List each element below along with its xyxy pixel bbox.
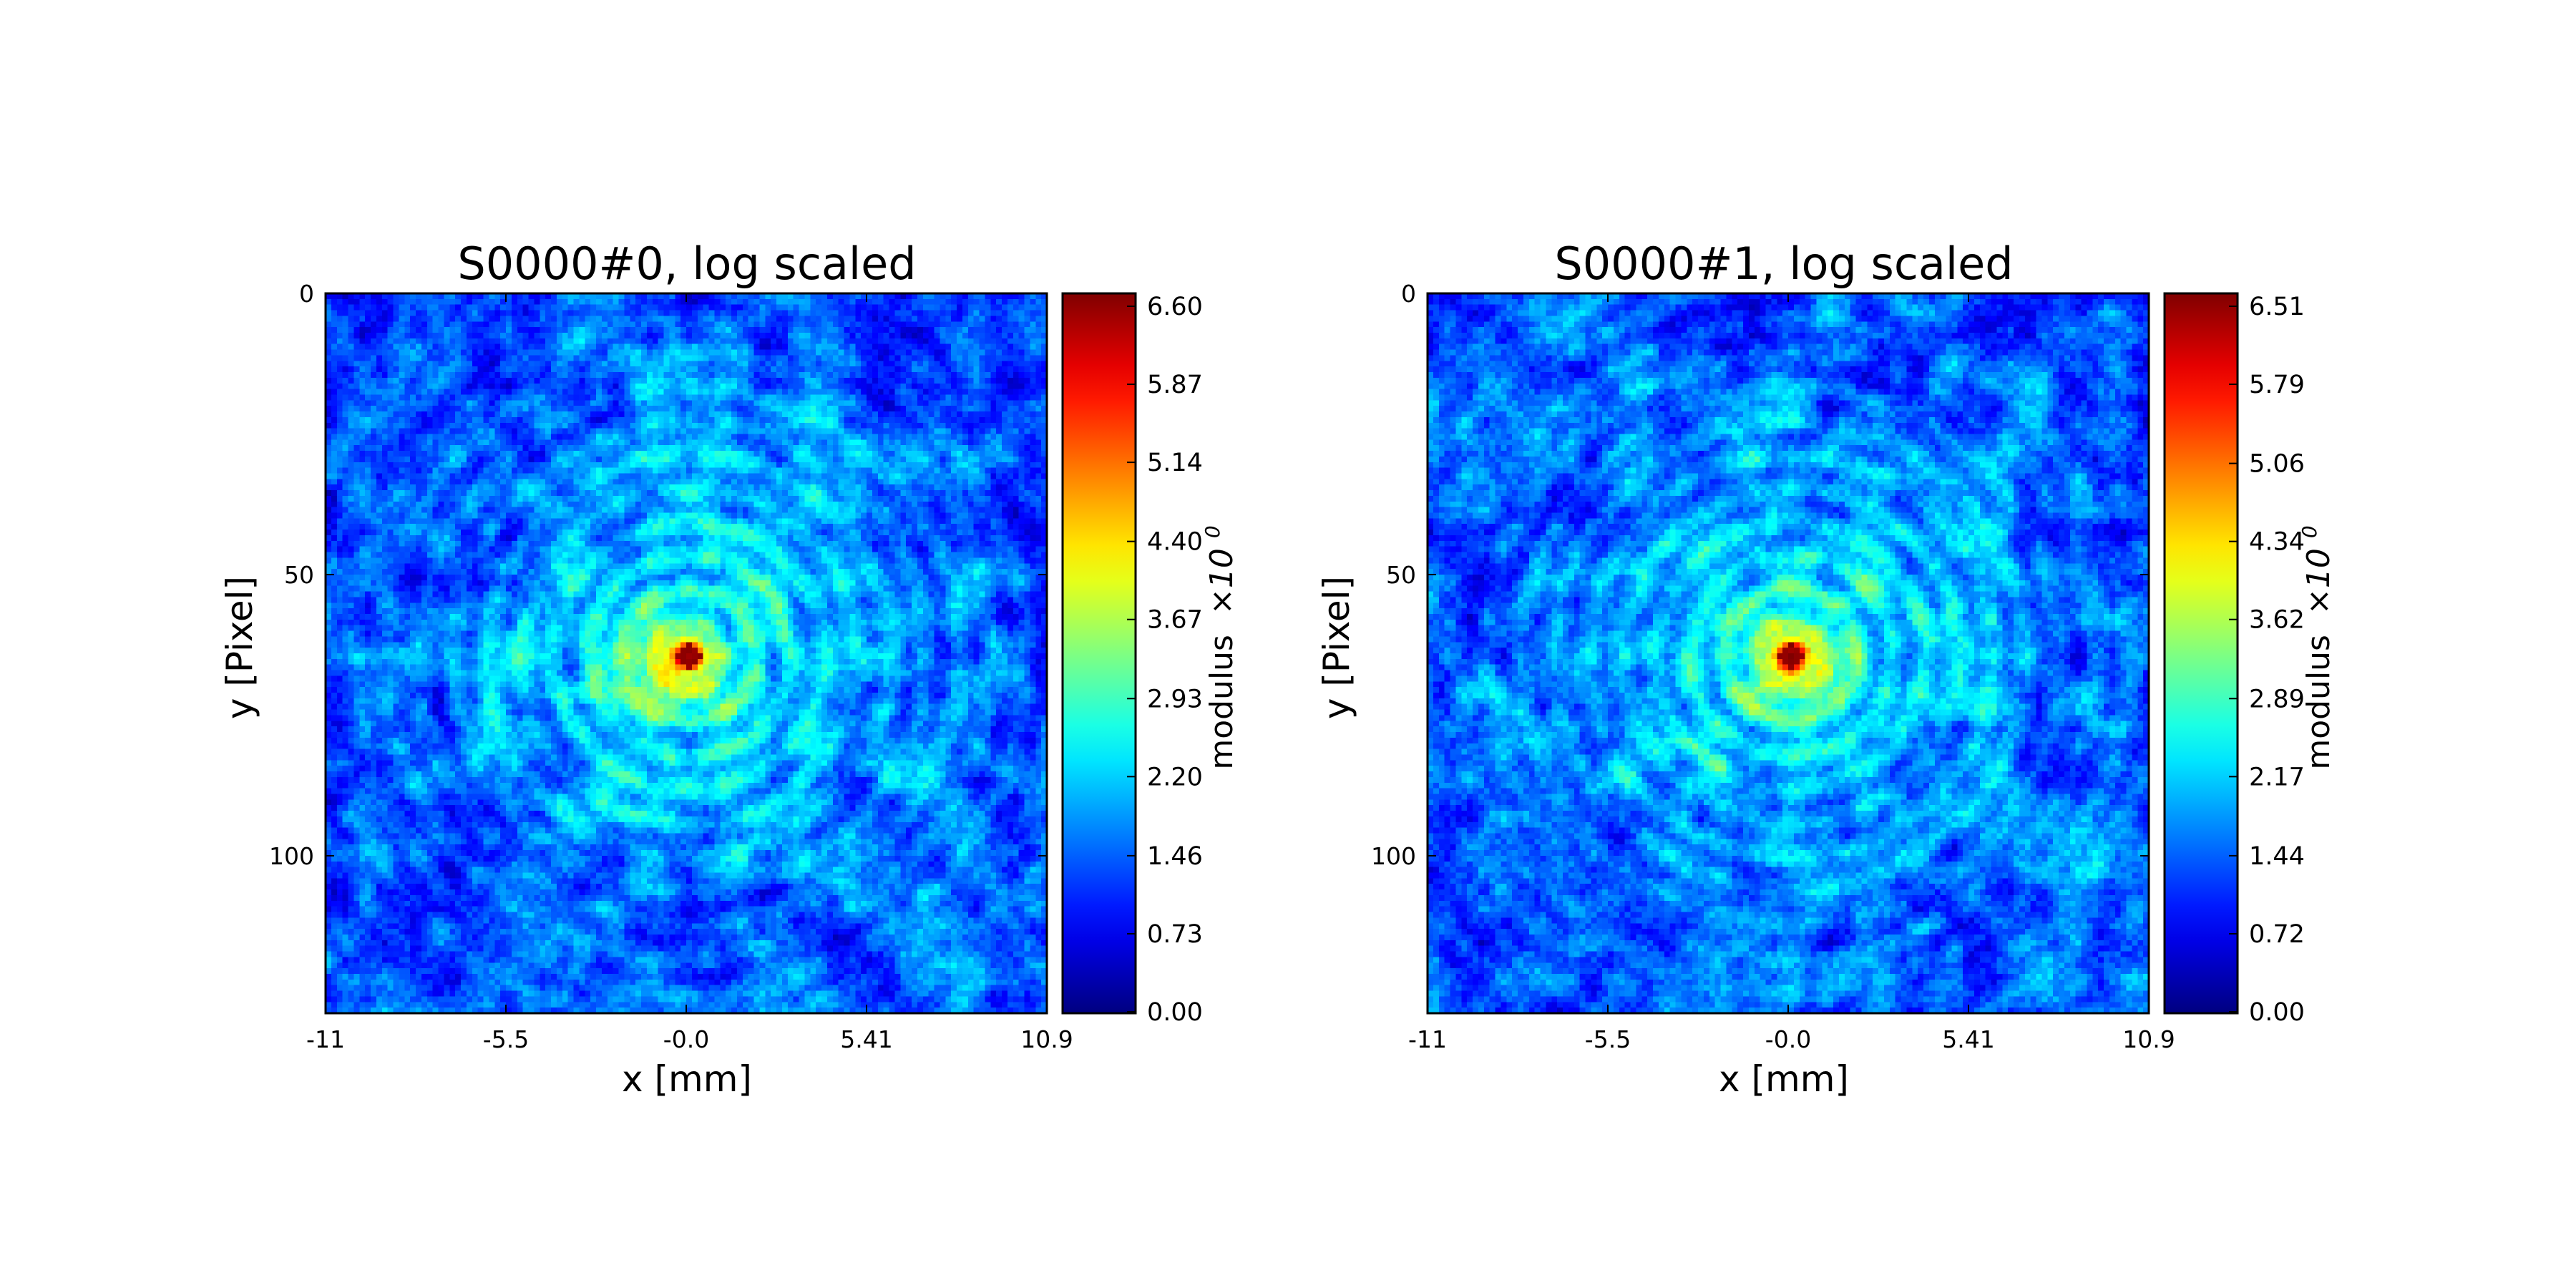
chart-title: S0000#0, log scaled xyxy=(457,238,916,290)
y-tick-label: 100 xyxy=(269,842,314,870)
colorbar-label: modulus ×10 0 xyxy=(1201,525,1240,769)
colorbar-multiplier: ×10 xyxy=(2301,548,2337,615)
colorbar-frame xyxy=(1061,292,1137,1015)
colorbar-tick-label: 6.60 xyxy=(1147,293,1203,321)
colorbar-tick-label: 0.00 xyxy=(2249,998,2305,1027)
x-tick-label: -0.0 xyxy=(1765,1025,1811,1053)
colorbar-tick-label: 0.00 xyxy=(1147,998,1203,1027)
y-axis-label: y [Pixel] xyxy=(1316,576,1357,719)
colorbar-tick-label: 2.17 xyxy=(2249,763,2305,791)
colorbar-tick-label: 0.72 xyxy=(2249,920,2305,949)
colorbar-tick-label: 4.34 xyxy=(2249,528,2305,557)
x-tick-label: 10.9 xyxy=(2122,1025,2175,1053)
heatmap-panel-left: S0000#0, log scaled -11 -5.5 -0.0 5.41 10.9 … xyxy=(219,238,1240,1100)
y-axis-ticks: 0 50 100 xyxy=(269,280,1047,870)
x-axis-label: x [mm] xyxy=(622,1058,752,1100)
heatmap-image xyxy=(326,293,1047,1013)
colorbar-tick-label: 2.93 xyxy=(1147,685,1203,713)
chart-title: S0000#1, log scaled xyxy=(1554,238,2013,290)
x-tick-label: -11 xyxy=(306,1025,345,1053)
y-tick-label: 0 xyxy=(299,280,314,308)
svg-text:modulus ×10 0: modulus ×10 0 xyxy=(2298,525,2337,769)
colorbar-tick-label: 2.20 xyxy=(1147,763,1203,791)
colorbar-ticks: 0.00 0.72 1.44 2.17 2.89 3.62 4.34 5.06 5.79 6.51 xyxy=(2229,293,2305,1027)
colorbar-gradient xyxy=(2165,293,2238,1013)
colorbar-ticks: 0.00 0.73 1.46 2.20 2.93 3.67 4.40 5.14 5.87 6.60 xyxy=(1127,293,1203,1027)
colorbar-tick-label: 5.06 xyxy=(2249,450,2305,479)
y-tick-label: 100 xyxy=(1371,842,1416,870)
colorbar-label-text: modulus xyxy=(2301,635,2337,770)
colorbar-tick-label: 1.44 xyxy=(2249,842,2305,871)
colorbar-tick-label: 1.46 xyxy=(1147,842,1203,871)
heatmap-panel-right: S0000#1, log scaled -11 -5.5 -0.0 5.41 10.9 … xyxy=(1316,238,2337,1100)
heatmap-plot-area xyxy=(324,292,1048,1015)
colorbar-gradient xyxy=(1063,293,1136,1013)
x-tick-label: 10.9 xyxy=(1020,1025,1073,1053)
x-tick-label: -0.0 xyxy=(663,1025,709,1053)
colorbar-multiplier-exponent: 0 xyxy=(2298,525,2321,538)
x-tick-label: -5.5 xyxy=(483,1025,529,1053)
y-axis-label: y [Pixel] xyxy=(219,576,260,719)
colorbar-frame xyxy=(2163,292,2239,1015)
colorbar-tick-label: 5.87 xyxy=(1147,371,1203,399)
colorbar-tick-label: 3.67 xyxy=(1147,606,1203,635)
y-axis-ticks: 0 50 100 xyxy=(1371,280,2149,870)
x-tick-label: -11 xyxy=(1408,1025,1447,1053)
colorbar-label-text: modulus xyxy=(1204,635,1240,770)
x-axis-label: x [mm] xyxy=(1719,1058,1849,1100)
svg-text:modulus ×10 0: modulus ×10 0 xyxy=(1201,525,1240,769)
y-tick-label: 0 xyxy=(1401,280,1416,308)
colorbar-multiplier-exponent: 0 xyxy=(1201,525,1224,538)
colorbar-tick-label: 2.89 xyxy=(2249,685,2305,713)
x-axis-ticks: -11 -5.5 -0.0 5.41 10.9 xyxy=(1408,293,2175,1053)
x-axis-ticks: -11 -5.5 -0.0 5.41 10.9 xyxy=(306,293,1073,1053)
colorbar-tick-label: 4.40 xyxy=(1147,528,1203,557)
colorbar-multiplier: ×10 xyxy=(1204,548,1240,615)
colorbar xyxy=(1061,292,1137,1015)
colorbar-tick-label: 5.14 xyxy=(1147,449,1203,477)
colorbar-tick-label: 0.73 xyxy=(1147,920,1203,949)
colorbar-tick-label: 6.51 xyxy=(2249,293,2305,321)
heatmap-plot-area xyxy=(1426,292,2150,1015)
y-tick-label: 50 xyxy=(284,561,314,589)
x-tick-label: 5.41 xyxy=(1942,1025,1994,1053)
x-tick-label: -5.5 xyxy=(1585,1025,1631,1053)
heatmap-image xyxy=(1428,293,2149,1013)
colorbar xyxy=(2163,292,2239,1015)
colorbar-tick-label: 5.79 xyxy=(2249,371,2305,399)
colorbar-tick-label: 3.62 xyxy=(2249,606,2305,635)
colorbar-label: modulus ×10 0 xyxy=(2298,525,2337,769)
y-tick-label: 50 xyxy=(1386,561,1416,589)
x-tick-label: 5.41 xyxy=(840,1025,892,1053)
